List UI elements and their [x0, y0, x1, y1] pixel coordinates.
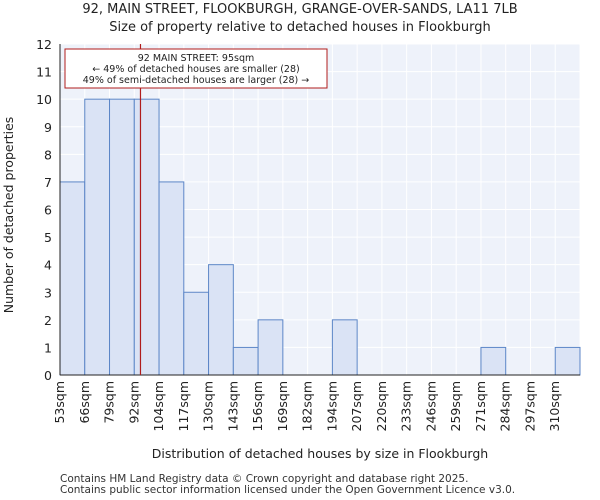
x-tick-label: 246sqm: [423, 381, 438, 431]
y-tick-label: 12: [36, 37, 52, 52]
annotation-box: [64, 48, 328, 89]
footer-copyright: Contains HM Land Registry data © Crown c…: [60, 473, 469, 485]
y-tick-label: 9: [44, 120, 52, 135]
y-tick-label: 7: [44, 175, 52, 190]
x-tick-label: 194sqm: [324, 381, 339, 431]
y-tick-label: 5: [44, 230, 52, 245]
bar: [183, 291, 210, 376]
y-tick-label: 4: [44, 258, 52, 273]
bar: [84, 98, 111, 376]
bar: [331, 319, 358, 376]
x-tick-label: 79sqm: [102, 381, 117, 424]
x-tick-label: 271sqm: [473, 381, 488, 431]
bar: [554, 346, 581, 376]
bar: [208, 264, 234, 376]
y-tick-label: 3: [44, 285, 52, 300]
x-tick-label: 130sqm: [201, 381, 216, 431]
y-tick-label: 11: [36, 65, 52, 80]
x-tick-label: 233sqm: [399, 381, 414, 431]
footer-licence: Contains public sector information licen…: [60, 484, 516, 496]
annotation-text: 49% of semi-detached houses are larger (…: [83, 75, 310, 86]
x-tick-label: 53sqm: [52, 381, 67, 424]
y-tick-label: 1: [44, 340, 52, 355]
annotation-text: ← 49% of detached houses are smaller (28…: [92, 64, 299, 75]
x-tick-label: 297sqm: [522, 381, 537, 431]
x-axis-label: Distribution of detached houses by size …: [152, 446, 488, 461]
x-tick-label: 310sqm: [547, 381, 562, 431]
bar: [158, 181, 185, 376]
x-tick-label: 92sqm: [126, 381, 141, 424]
x-tick-label: 66sqm: [77, 381, 92, 424]
y-tick-label: 6: [44, 203, 52, 218]
bar: [109, 98, 135, 376]
y-tick-label: 0: [44, 368, 52, 383]
x-tick-label: 182sqm: [300, 381, 315, 431]
bar: [133, 98, 160, 376]
chart-title: 92, MAIN STREET, FLOOKBURGH, GRANGE-OVER…: [82, 2, 518, 17]
x-tick-label: 220sqm: [374, 381, 389, 431]
x-tick-label: 143sqm: [225, 381, 240, 431]
y-tick-label: 2: [44, 313, 52, 328]
x-tick-label: 259sqm: [448, 381, 463, 431]
bar: [232, 346, 259, 376]
x-tick-label: 284sqm: [498, 381, 513, 431]
x-tick-label: 169sqm: [275, 381, 290, 431]
chart-subtitle: Size of property relative to detached ho…: [109, 20, 491, 35]
y-tick-label: 8: [44, 147, 52, 162]
y-axis-label: Number of detached properties: [1, 117, 16, 314]
annotation-text: 92 MAIN STREET: 95sqm: [138, 53, 254, 64]
bar: [480, 346, 507, 376]
x-tick-label: 104sqm: [151, 381, 166, 431]
bar: [257, 319, 284, 376]
x-tick-label: 207sqm: [349, 381, 364, 431]
x-tick-label: 117sqm: [176, 381, 191, 431]
y-tick-label: 10: [36, 92, 52, 107]
x-tick-label: 156sqm: [250, 381, 265, 431]
bar: [59, 181, 86, 376]
